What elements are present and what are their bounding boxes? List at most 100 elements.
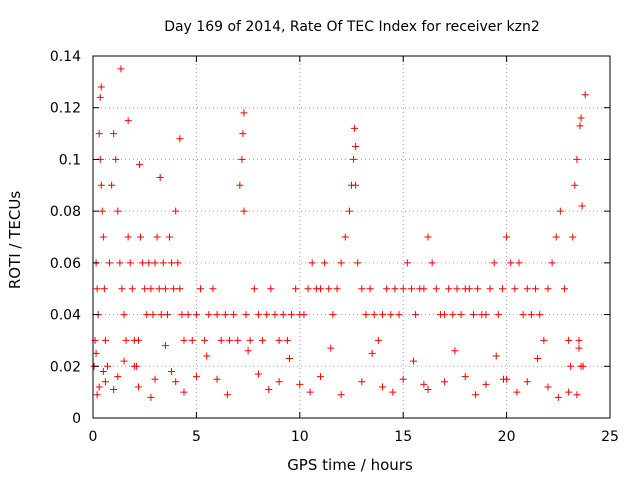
data-point: [234, 336, 242, 344]
data-point: [513, 388, 521, 396]
data-point: [428, 259, 436, 267]
data-point: [168, 367, 176, 375]
data-point: [147, 393, 155, 401]
data-point: [116, 259, 124, 267]
data-point: [130, 362, 138, 370]
x-tick-label: 5: [192, 429, 201, 445]
data-point: [482, 380, 490, 388]
data-point: [246, 336, 254, 344]
data-point: [352, 143, 360, 150]
data-point: [283, 336, 291, 344]
data-point: [370, 311, 378, 319]
data-point: [114, 207, 122, 215]
data-point: [395, 311, 403, 319]
data-point: [577, 114, 585, 122]
data-point: [259, 336, 267, 344]
data-point: [482, 311, 490, 319]
data-point: [275, 378, 283, 386]
data-point: [178, 311, 186, 319]
x-tick-label: 15: [394, 429, 412, 445]
data-point: [492, 352, 500, 360]
data-point: [410, 357, 418, 365]
data-point: [552, 233, 560, 241]
data-point: [304, 285, 312, 293]
data-point: [217, 336, 225, 344]
y-tick-label: 0.06: [50, 256, 81, 272]
data-point: [209, 285, 217, 293]
data-point: [180, 388, 188, 396]
data-point: [110, 386, 118, 394]
data-point: [486, 285, 494, 293]
data-point: [292, 285, 300, 293]
data-point: [581, 91, 589, 99]
data-point: [92, 349, 100, 357]
data-point: [308, 259, 316, 267]
x-tick-label: 0: [89, 429, 98, 445]
data-point: [103, 362, 111, 370]
y-tick-label: 0.02: [50, 359, 81, 375]
data-point: [180, 336, 188, 344]
chart-title: Day 169 of 2014, Rate Of TEC Index for r…: [164, 19, 540, 35]
data-point: [100, 285, 108, 293]
data-point: [358, 378, 366, 386]
data-point: [472, 391, 480, 399]
data-point: [238, 155, 246, 163]
data-point: [106, 259, 114, 267]
data-point: [239, 130, 247, 138]
data-point: [579, 362, 587, 370]
data-point: [576, 122, 584, 130]
data-point: [565, 336, 573, 344]
data-point: [387, 311, 395, 319]
data-point: [327, 344, 335, 352]
data-point: [184, 311, 192, 319]
data-point: [461, 373, 469, 381]
data-point: [221, 311, 229, 319]
data-point: [192, 311, 200, 319]
data-point: [124, 233, 132, 241]
data-point: [337, 259, 345, 267]
data-point: [569, 233, 577, 241]
data-point: [250, 285, 258, 293]
data-point: [567, 362, 575, 370]
data-point: [306, 388, 314, 396]
data-point: [112, 155, 120, 163]
data-point: [465, 285, 473, 293]
data-point: [240, 207, 248, 215]
data-point: [366, 285, 374, 293]
data-point: [352, 181, 360, 189]
data-point: [494, 311, 502, 319]
data-point: [166, 233, 174, 241]
data-point: [139, 259, 147, 267]
data-point: [379, 383, 387, 391]
data-point: [389, 388, 397, 396]
data-point: [128, 285, 136, 293]
data-point: [275, 336, 283, 344]
y-tick-label: 0: [72, 411, 81, 427]
y-tick-labels: 0 0.02 0.04 0.06 0.08 0.1 0.12 0.14: [50, 49, 81, 427]
data-point: [188, 336, 196, 344]
data-point: [254, 311, 262, 319]
data-point: [244, 347, 252, 355]
data-point: [329, 311, 337, 319]
data-point: [457, 311, 465, 319]
data-point: [362, 311, 370, 319]
data-point: [172, 207, 180, 215]
data-point: [97, 83, 105, 91]
data-point: [424, 233, 432, 241]
data-point: [565, 388, 573, 396]
data-point: [296, 380, 304, 388]
data-point: [118, 285, 126, 293]
data-point: [511, 285, 519, 293]
data-point: [561, 285, 569, 293]
data-point: [420, 285, 428, 293]
data-point: [350, 155, 358, 163]
data-point: [358, 285, 366, 293]
data-point: [288, 311, 296, 319]
data-point: [213, 375, 221, 383]
data-point: [155, 285, 163, 293]
data-point: [147, 285, 155, 293]
data-point: [134, 383, 142, 391]
data-point: [93, 391, 101, 399]
x-tick-labels: 0 5 10 15 20 25: [89, 429, 619, 445]
